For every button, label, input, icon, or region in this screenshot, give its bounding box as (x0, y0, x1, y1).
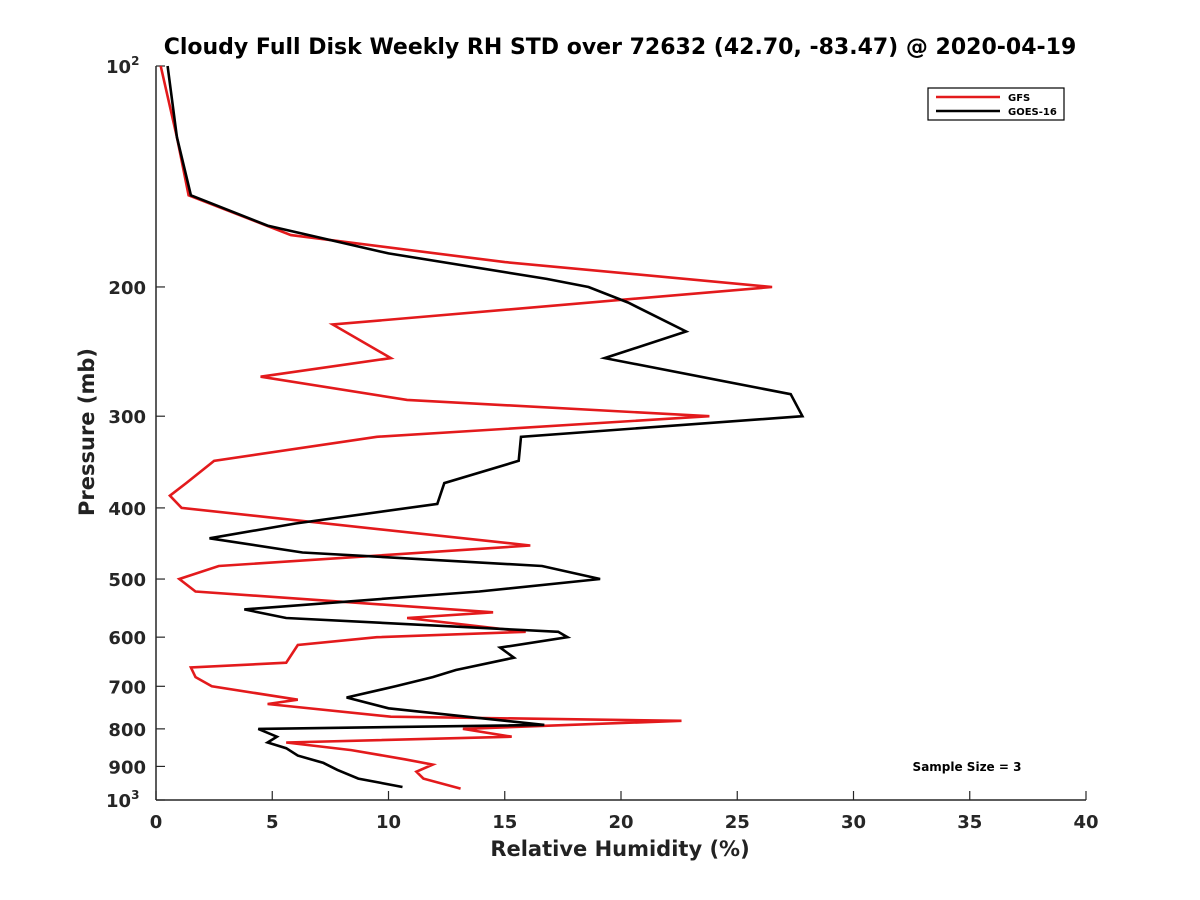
legend-label: GOES-16 (1008, 107, 1057, 118)
x-axis-label: Relative Humidity (%) (490, 837, 749, 861)
legend: GFS GOES-16 (927, 87, 1065, 121)
y-tick-label: 500 (108, 570, 146, 591)
x-tick-label: 40 (1073, 812, 1098, 833)
y-tick-label: 103 (106, 788, 139, 812)
x-tick-label: 0 (150, 812, 163, 833)
x-tick-label: 10 (376, 812, 401, 833)
legend-label: GFS (1008, 93, 1030, 104)
y-tick-label: 300 (108, 407, 146, 428)
series-line-gfs (159, 65, 773, 790)
sample-size-annotation: Sample Size = 3 (913, 760, 1022, 774)
y-tick-label: 600 (108, 628, 146, 649)
x-tick-label: 15 (492, 812, 517, 833)
legend-box (927, 87, 1065, 121)
y-tick-label: 400 (108, 499, 146, 520)
y-tick-label: 102 (106, 54, 139, 78)
y-tick-label: 200 (108, 278, 146, 299)
y-axis-label: Pressure (mb) (75, 348, 99, 516)
chart-title: Cloudy Full Disk Weekly RH STD over 7263… (164, 35, 1077, 60)
y-tick-label: 700 (108, 677, 146, 698)
plot-area: 0 5 10 15 20 25 30 35 40 102 200 300 400 500 600 700 800… (106, 54, 1099, 833)
y-tick-label: 800 (108, 720, 146, 741)
x-tick-label: 20 (608, 812, 633, 833)
series-line-goes-16 (166, 65, 805, 789)
y-tick-label: 900 (108, 757, 146, 778)
x-tick-label: 35 (957, 812, 982, 833)
x-tick-label: 30 (841, 812, 866, 833)
x-tick-label: 5 (266, 812, 279, 833)
x-tick-label: 25 (725, 812, 750, 833)
